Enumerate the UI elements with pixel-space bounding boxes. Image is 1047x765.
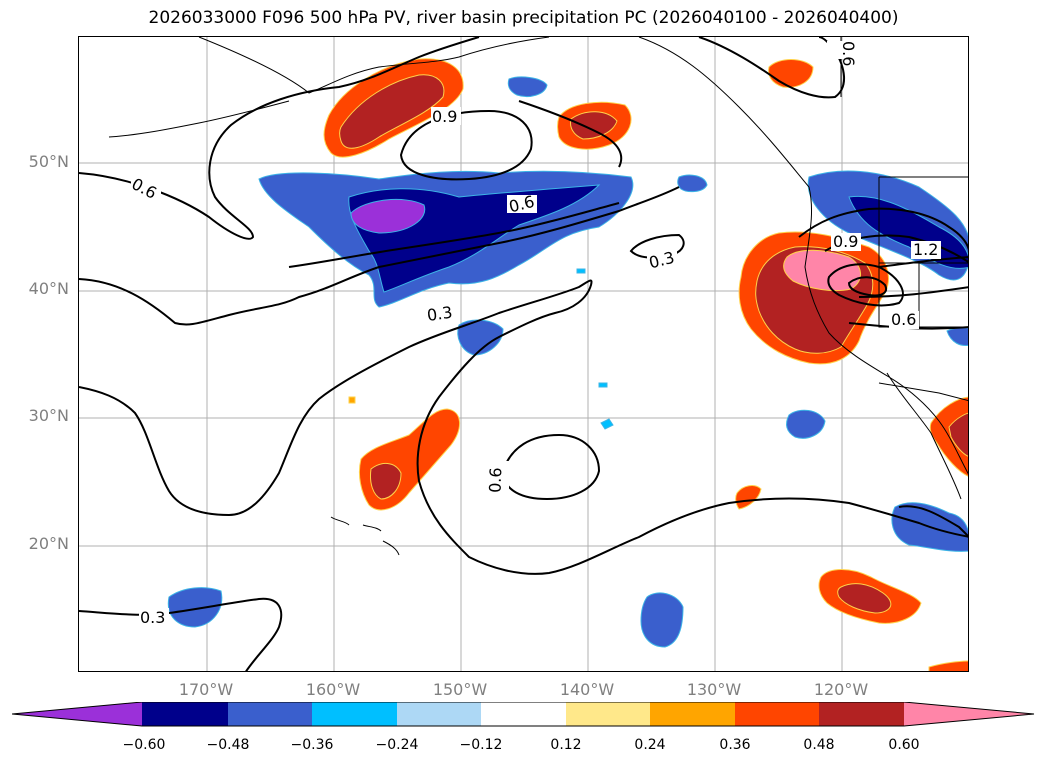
- coastline-hawaii: [330, 516, 400, 556]
- colorbar-bin-7: [650, 702, 735, 726]
- pos-anomaly-west-central: [358, 408, 460, 511]
- lat-label-50n: 50°N: [28, 152, 69, 171]
- positive-anomalies: [323, 58, 968, 671]
- pos-anomaly-mexico-west-core: [837, 583, 892, 614]
- colorbar-bin-1: [142, 702, 228, 726]
- neg-anomaly-alaska-gulf: [507, 76, 548, 98]
- lat-label-20n: 20°N: [28, 534, 69, 553]
- pos-anomaly-corner: [928, 660, 968, 671]
- neg-anomaly-dot-1: [576, 268, 586, 274]
- contour-labels: 0.6 0.9 0.6 0.3 0.3 0.9 1.2 0.6 0.6 0.3 …: [129, 41, 941, 627]
- contour-1-inner: [518, 100, 623, 168]
- contour-baja-south: [898, 505, 968, 539]
- contour-ring-ca-2: [847, 276, 887, 297]
- neg-anomaly-hawaii-west: [167, 587, 223, 628]
- pos-anomaly-bc-north: [768, 59, 814, 88]
- border-us-mexico: [878, 382, 968, 402]
- contour-label-11: 0.6: [839, 41, 858, 66]
- coastlines: [108, 37, 968, 556]
- pos-anomaly-gulf-alaska-core: [339, 74, 445, 149]
- contour-0.6-south: [501, 433, 601, 501]
- lon-label-160w: 160°W: [305, 680, 361, 699]
- colorbar-bin-9: [819, 702, 904, 726]
- pos-anomaly-dot: [348, 396, 356, 404]
- coastline-west-us: [804, 186, 968, 475]
- neg-anomaly-dot-2: [598, 382, 608, 388]
- contour-0.9-pnw: [798, 207, 968, 250]
- contour-label-10: 0.3: [140, 608, 165, 627]
- map-canvas: 0.6 0.9 0.6 0.3 0.3 0.9 1.2 0.6 0.6 0.3 …: [79, 37, 968, 671]
- contour-0.3-central: [79, 279, 968, 575]
- colorbar-bin-4: [397, 702, 481, 726]
- pos-anomaly-baja-core: [948, 412, 968, 457]
- colorbar-tick-4: −0.24: [375, 737, 419, 753]
- colorbar-tick-2: −0.48: [206, 737, 250, 753]
- contour-0.6-central: [288, 202, 620, 268]
- coastline-aleutians: [108, 100, 290, 138]
- pos-anomaly-west-central-core: [370, 463, 402, 500]
- contour-label-8: 0.6: [891, 310, 916, 329]
- colorbar-bin-6: [566, 702, 650, 726]
- lon-label-120w: 120°W: [813, 680, 869, 699]
- contour-0.6-nw: [79, 37, 480, 240]
- colorbar-tick-10: 0.60: [888, 737, 920, 753]
- colorbar-bin-2: [228, 702, 312, 726]
- neg-anomaly-south: [640, 592, 684, 648]
- colorbar: [12, 702, 1035, 727]
- colorbar-tick-3: −0.36: [290, 737, 334, 753]
- map-plot-area: 0.6 0.9 0.6 0.3 0.3 0.9 1.2 0.6 0.6 0.3 …: [78, 36, 969, 672]
- colorbar-arrow-right: [904, 702, 1034, 726]
- contour-label-9: 0.6: [485, 467, 505, 493]
- colorbar-tick-7: 0.24: [634, 737, 666, 753]
- colorbar-bin-8: [735, 702, 819, 726]
- lat-label-40n: 40°N: [28, 279, 69, 298]
- colorbar-tick-5: −0.12: [459, 737, 503, 753]
- neg-anomaly-ca-east: [946, 327, 968, 346]
- colorbar-bin-3: [312, 702, 397, 726]
- contour-label-6: 0.9: [833, 232, 858, 251]
- colorbar-bin-5: [481, 702, 566, 726]
- contour-0.3-sw: [79, 597, 283, 671]
- colorbar-tick-1: −0.60: [122, 737, 166, 753]
- coastline-se-alaska: [638, 37, 810, 188]
- coastline-baja: [886, 372, 962, 500]
- contour-label-2: 0.9: [432, 107, 457, 126]
- contour-east-1: [878, 256, 968, 268]
- neg-anomaly-dot-3: [600, 418, 614, 430]
- lon-label-140w: 140°W: [559, 680, 615, 699]
- neg-anomaly-central-min: [350, 198, 426, 234]
- lat-label-30n: 30°N: [28, 406, 69, 425]
- neg-anomaly-small-1: [677, 174, 708, 193]
- contour-label-7: 1.2: [913, 240, 938, 259]
- contour-label-5: 0.3: [426, 303, 454, 325]
- contour-east-2: [858, 286, 968, 298]
- colorbar-tick-8: 0.36: [719, 737, 751, 753]
- colorbar-arrow-left: [12, 702, 142, 726]
- colorbar-tick-9: 0.48: [803, 737, 835, 753]
- contour-ring-ca-1: [827, 263, 904, 307]
- lon-label-150w: 150°W: [432, 680, 488, 699]
- border-states-2: [878, 263, 968, 328]
- pos-anomaly-small-east: [735, 485, 762, 510]
- contour-0.3-w: [79, 186, 680, 326]
- coastline-alaska: [198, 37, 550, 94]
- colorbar-tick-6: 0.12: [550, 737, 582, 753]
- map-title: 2026033000 F096 500 hPa PV, river basin …: [148, 8, 899, 28]
- neg-anomaly-small-2: [786, 409, 826, 439]
- lon-label-130w: 130°W: [686, 680, 742, 699]
- lon-label-170w: 170°W: [178, 680, 234, 699]
